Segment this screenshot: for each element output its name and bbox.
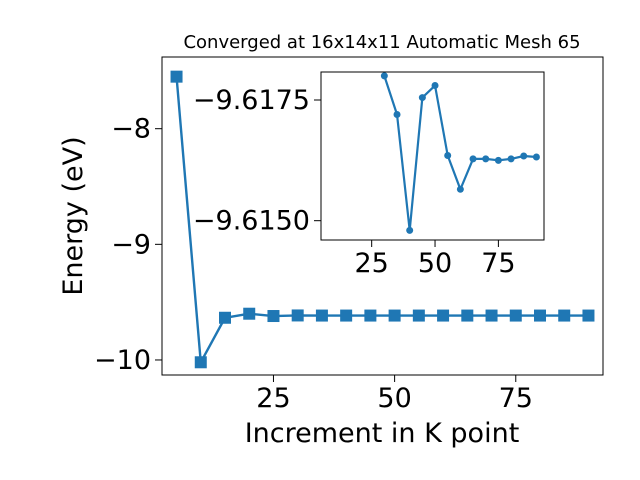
main-data-point [412, 309, 425, 322]
main-data-point [364, 309, 377, 322]
inset-data-point [380, 72, 388, 80]
inset-data-point [406, 226, 414, 234]
main-data-point [219, 311, 231, 324]
main-data-point [267, 310, 280, 323]
main-ticks: 25 50 75 −10 −9 −8 [94, 114, 533, 414]
inset-data-point [456, 185, 464, 193]
main-data-point [534, 309, 546, 322]
inset-series [380, 72, 540, 234]
inset-data-point [482, 155, 490, 163]
main-data-point [291, 309, 304, 322]
main-x-tick-label: 50 [377, 383, 411, 414]
main-x-tick-label: 75 [499, 383, 533, 414]
main-data-point [194, 356, 207, 369]
inset-data-point [393, 110, 401, 118]
main-data-point [582, 309, 595, 322]
chart-title: Converged at 16x14x11 Automatic Mesh 65 [183, 32, 580, 53]
main-data-point [461, 309, 474, 322]
inset-data-point [532, 153, 540, 161]
main-y-tick-label: −10 [94, 345, 151, 376]
main-data-point [437, 309, 450, 322]
main-data-point [170, 70, 183, 83]
main-data-point [243, 307, 256, 320]
inset-data-point [507, 155, 515, 163]
main-y-tick-label: −8 [111, 114, 151, 145]
inset-data-point [520, 152, 528, 160]
inset-x-tick-label: 50 [418, 248, 452, 279]
inset-ticks: 25 50 75 −9.6175 −9.6150 [193, 85, 516, 279]
y-axis-label: Energy (eV) [58, 136, 89, 295]
inset-data-point [418, 94, 426, 102]
inset-data-point [444, 152, 452, 160]
main-data-point [388, 309, 401, 322]
inset-chart: 25 50 75 −9.6175 −9.6150 [193, 71, 545, 279]
main-series [170, 70, 595, 369]
main-y-tick-label: −9 [111, 229, 151, 260]
inset-data-point [494, 156, 502, 164]
main-x-tick-label: 25 [256, 383, 290, 414]
main-data-point [558, 309, 571, 322]
main-data-point [509, 309, 522, 322]
x-axis-label: Increment in K point [245, 418, 520, 449]
inset-y-tick-label: −9.6150 [193, 206, 310, 237]
inset-data-point [469, 155, 477, 163]
main-axes-frame [161, 56, 604, 376]
main-data-point [315, 309, 328, 322]
main-chart: Converged at 16x14x11 Automatic Mesh 65 … [58, 32, 604, 449]
inset-x-tick-label: 25 [355, 248, 389, 279]
main-data-point [485, 309, 498, 322]
inset-axes-frame [320, 71, 545, 241]
main-data-point [340, 309, 353, 322]
inset-y-tick-label: −9.6175 [193, 85, 310, 116]
inset-background [321, 72, 544, 240]
inset-x-tick-label: 75 [481, 248, 515, 279]
inset-data-point [431, 82, 439, 90]
